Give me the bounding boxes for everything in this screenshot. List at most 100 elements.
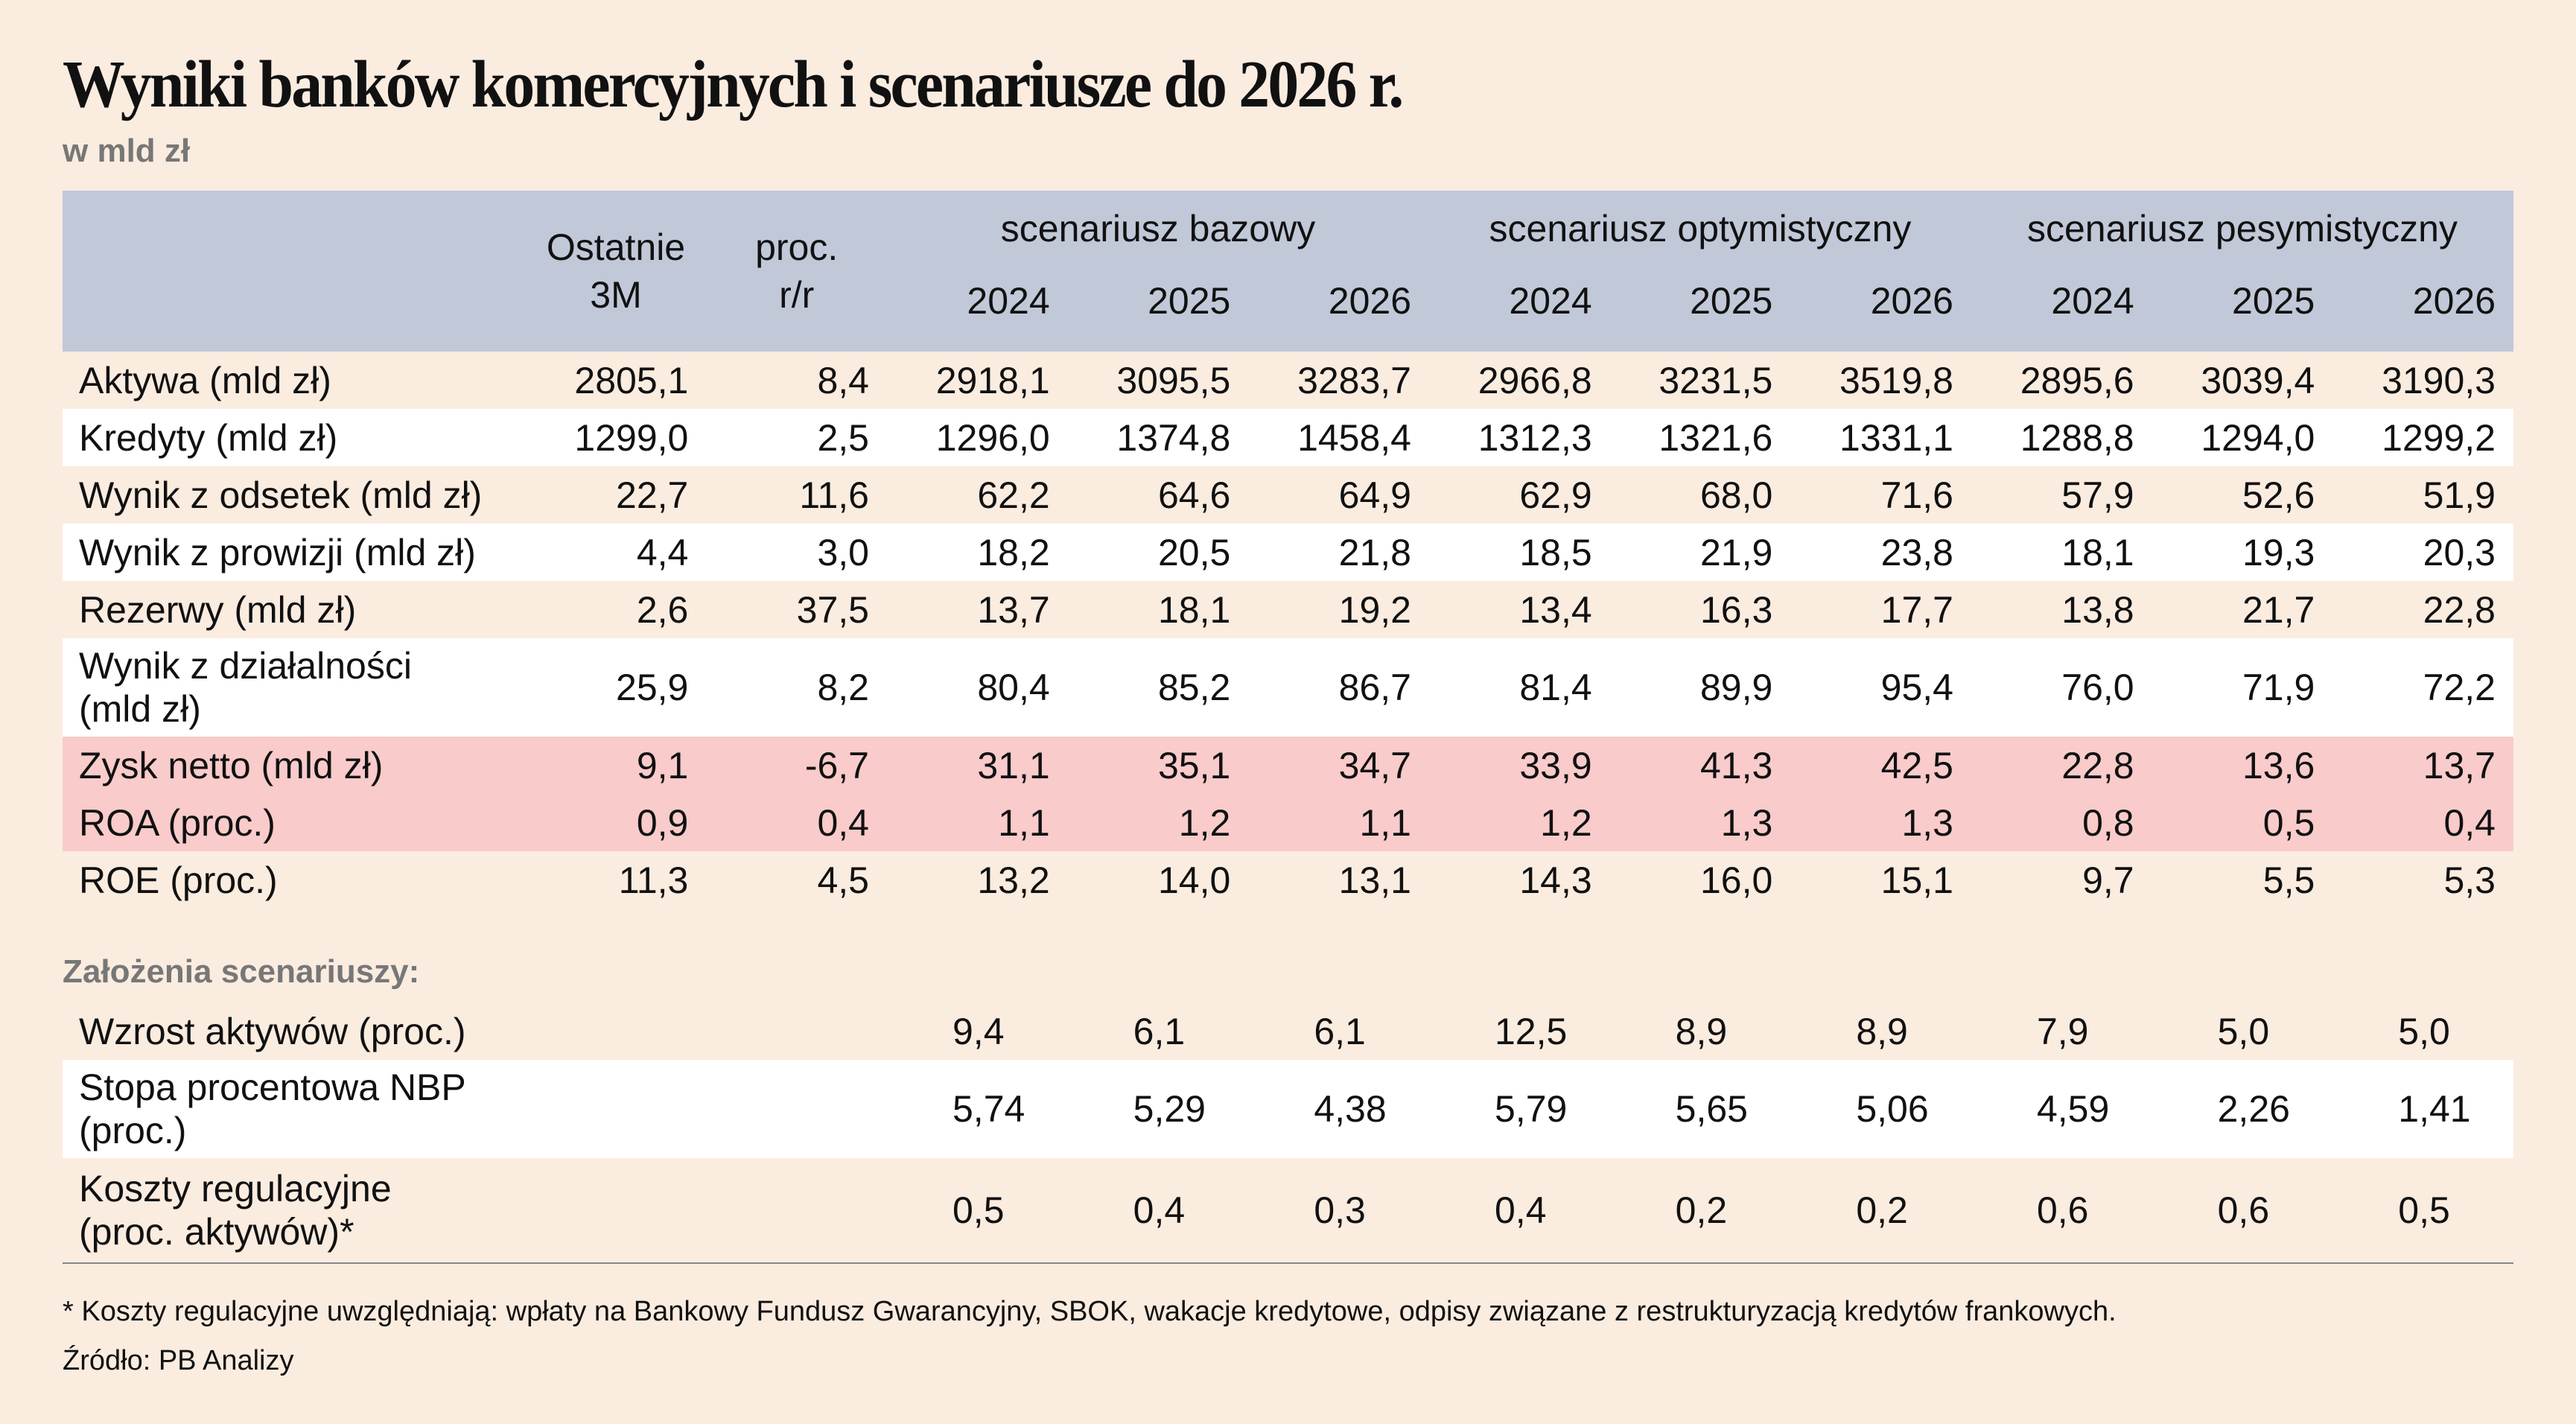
value-cell: 2,5 <box>817 416 869 459</box>
value-cell: 25,9 <box>616 667 689 708</box>
value-cell: 5,65 <box>1675 1088 1748 1130</box>
value-cell: 3095,5 <box>1116 359 1231 401</box>
assumptions-heading: Założenia scenariuszy: <box>63 953 420 990</box>
table-row: Wzrost aktywów (proc.) 9,4 6,1 6,1 12,5 8,9 8,… <box>63 1002 2513 1060</box>
row-label: Kredyty (mld zł) <box>79 416 338 459</box>
value-cell: 20,5 <box>1157 531 1231 573</box>
value-cell: 18,2 <box>977 531 1050 573</box>
value-cell: 0,4 <box>2443 801 2496 844</box>
year-header: 2026 <box>2412 280 2496 322</box>
value-cell: 8,9 <box>1856 1010 1908 1052</box>
value-cell: 11,6 <box>799 474 869 516</box>
value-cell: 8,2 <box>817 667 869 708</box>
value-cell: 22,8 <box>2423 588 2496 631</box>
value-cell: 13,2 <box>977 859 1050 901</box>
value-cell: 33,9 <box>1519 744 1592 786</box>
value-cell: 1299,0 <box>574 416 689 459</box>
value-cell: 14,0 <box>1157 859 1231 901</box>
value-cell: 62,9 <box>1519 474 1592 516</box>
value-cell: 34,7 <box>1338 744 1411 786</box>
empty-cell <box>706 1060 887 1158</box>
row-label: Wynik z odsetek (mld zł) <box>79 474 483 516</box>
value-cell: 62,2 <box>977 474 1050 516</box>
table-row: ROA (proc.) 0,9 0,4 1,1 1,2 1,1 1,2 1,3 1,3 0,8 0,… <box>63 794 2513 851</box>
value-cell: 13,1 <box>1338 859 1411 901</box>
value-cell: 22,8 <box>2061 744 2134 786</box>
header-empty <box>63 191 526 352</box>
value-cell: 41,3 <box>1699 744 1773 786</box>
row-label: Stopa procentowa NBP (proc.) <box>79 1067 466 1151</box>
value-cell: 95,4 <box>1880 667 1953 708</box>
value-cell: 1,2 <box>1540 801 1592 844</box>
value-cell: 0,8 <box>2082 801 2134 844</box>
table-row: Wynik z działalności (mld zł) 25,9 8,2 80,4 8… <box>63 638 2513 737</box>
value-cell: 3,0 <box>817 531 869 573</box>
value-cell: 20,3 <box>2423 531 2496 573</box>
value-cell: 16,0 <box>1699 859 1773 901</box>
value-cell: 13,8 <box>2061 588 2134 631</box>
value-cell: 52,6 <box>2242 474 2315 516</box>
value-cell: 4,59 <box>2036 1088 2110 1130</box>
value-cell: 3231,5 <box>1659 359 1773 401</box>
value-cell: 22,7 <box>616 474 689 516</box>
value-cell: 13,6 <box>2242 744 2315 786</box>
value-cell: 5,06 <box>1856 1088 1929 1130</box>
value-cell: 0,4 <box>817 801 869 844</box>
row-label: Wynik z prowizji (mld zł) <box>79 531 476 573</box>
value-cell: 19,3 <box>2242 531 2315 573</box>
value-cell: 16,3 <box>1699 588 1773 631</box>
year-header: 2024 <box>967 280 1050 322</box>
value-cell: 89,9 <box>1699 667 1773 708</box>
value-cell: 19,2 <box>1338 588 1411 631</box>
footnote: * Koszty regulacyjne uwzględniają: wpłat… <box>63 1296 2117 1327</box>
value-cell: 1374,8 <box>1116 416 1231 459</box>
value-cell: -6,7 <box>804 744 869 786</box>
value-cell: 21,7 <box>2242 588 2315 631</box>
value-cell: 18,1 <box>2061 531 2134 573</box>
row-label: ROE (proc.) <box>79 859 278 901</box>
value-cell: 1,1 <box>1359 801 1411 844</box>
value-cell: 5,74 <box>953 1088 1025 1130</box>
value-cell: 5,29 <box>1133 1088 1206 1130</box>
value-cell: 37,5 <box>796 588 869 631</box>
table-row: Stopa procentowa NBP (proc.) 5,74 5,29 4,38 5… <box>63 1060 2513 1158</box>
value-cell: 3519,8 <box>1839 359 1953 401</box>
subtitle: w mld zł <box>63 133 191 169</box>
year-header: 2025 <box>2232 280 2315 322</box>
header-ostatnie-3m: Ostatnie 3M <box>546 226 686 316</box>
value-cell: 4,4 <box>636 531 689 573</box>
table-row: Wynik z prowizji (mld zł) 4,4 3,0 18,2 20,5 2… <box>63 524 2513 581</box>
value-cell: 1458,4 <box>1297 416 1411 459</box>
value-cell: 0,2 <box>1790 1158 1971 1264</box>
group-header-pesymistyczny: scenariusz pesymistyczny <box>2027 208 2458 249</box>
table-row: ROE (proc.) 11,3 4,5 13,2 14,0 13,1 14,3 16,0 15… <box>63 851 2513 909</box>
value-cell: 23,8 <box>1880 531 1953 573</box>
year-header: 2026 <box>1870 280 1953 322</box>
value-cell: 64,9 <box>1338 474 1411 516</box>
value-cell: 5,0 <box>2398 1010 2450 1052</box>
value-cell: 2895,6 <box>2020 359 2134 401</box>
value-cell: 5,5 <box>2262 859 2315 901</box>
empty-cell <box>526 1002 707 1060</box>
row-label: Rezerwy (mld zł) <box>79 588 357 631</box>
year-header: 2026 <box>1328 280 1411 322</box>
value-cell: 1294,0 <box>2201 416 2315 459</box>
value-cell: 14,3 <box>1519 859 1592 901</box>
value-cell: 1296,0 <box>935 416 1050 459</box>
value-cell: 7,9 <box>2036 1010 2089 1052</box>
page-title: Wyniki banków komercyjnych i scenariusze… <box>63 48 1404 121</box>
value-cell: 3190,3 <box>2382 359 2496 401</box>
value-cell: 17,7 <box>1880 588 1953 631</box>
value-cell: 35,1 <box>1157 744 1231 786</box>
row-label: Wynik z działalności (mld zł) <box>79 645 412 730</box>
value-cell: 1331,1 <box>1839 416 1953 459</box>
value-cell: 6,1 <box>1133 1010 1186 1052</box>
row-label: Koszty regulacyjne (proc. aktywów)* <box>63 1158 526 1264</box>
value-cell: 1321,6 <box>1659 416 1773 459</box>
value-cell: 5,3 <box>2443 859 2496 901</box>
table-row: Koszty regulacyjne (proc. aktywów)* 0,5 0,4… <box>63 1158 2513 1264</box>
value-cell: 0,5 <box>887 1158 1068 1264</box>
empty-cell <box>706 1158 887 1264</box>
value-cell: 21,9 <box>1699 531 1773 573</box>
year-header: 2025 <box>1148 280 1231 322</box>
